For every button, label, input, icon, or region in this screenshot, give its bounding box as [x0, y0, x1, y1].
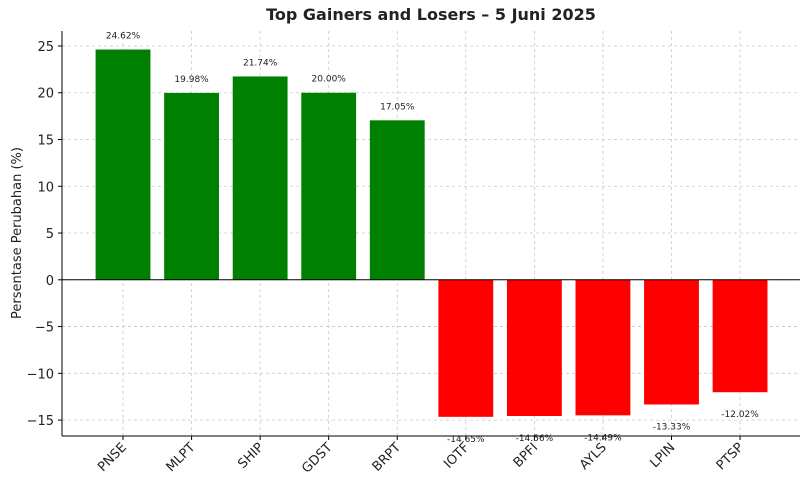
- y-tick-label: −10: [27, 367, 54, 382]
- bar: [301, 92, 357, 280]
- x-tick-label: BRPT: [370, 440, 405, 475]
- x-tick-label: PTSP: [714, 440, 747, 473]
- x-tick-label: PNSE: [95, 440, 130, 475]
- x-tick-label: BPFI: [511, 440, 541, 470]
- bar: [164, 92, 220, 280]
- x-tick-label: GDST: [299, 440, 335, 476]
- y-tick-label: 15: [37, 133, 54, 148]
- value-label: 17.05%: [380, 102, 415, 112]
- x-tick-label: LPIN: [647, 440, 678, 471]
- y-tick-label: 25: [37, 40, 54, 55]
- y-tick-label: 0: [46, 274, 54, 289]
- y-tick-label: 10: [37, 180, 54, 195]
- value-label: 24.62%: [106, 32, 141, 42]
- y-axis-label: Persentase Perubahan (%): [10, 147, 25, 319]
- bar: [575, 279, 631, 416]
- bar: [232, 76, 288, 280]
- x-tick-label: MLPT: [164, 440, 199, 475]
- value-label: 21.74%: [243, 58, 278, 68]
- y-tick-label: −15: [27, 414, 54, 429]
- bar: [712, 279, 768, 393]
- x-tick-label: IOTF: [441, 440, 472, 471]
- bar: [506, 279, 562, 416]
- value-label: 20.00%: [312, 75, 347, 85]
- x-tick-label: AYLS: [577, 440, 610, 473]
- bar: [369, 120, 425, 280]
- bar: [438, 279, 494, 417]
- bar: [644, 279, 699, 405]
- value-label: -13.33%: [653, 422, 691, 432]
- y-tick-label: −5: [35, 321, 54, 336]
- bar: [95, 49, 151, 280]
- value-label: -12.02%: [721, 410, 759, 420]
- x-tick-label: SHIP: [235, 440, 267, 472]
- y-tick-label: 20: [37, 87, 54, 102]
- chart-title: Top Gainers and Losers – 5 Juni 2025: [266, 5, 596, 24]
- y-tick-label: 5: [46, 227, 54, 242]
- value-label: 19.98%: [174, 75, 209, 85]
